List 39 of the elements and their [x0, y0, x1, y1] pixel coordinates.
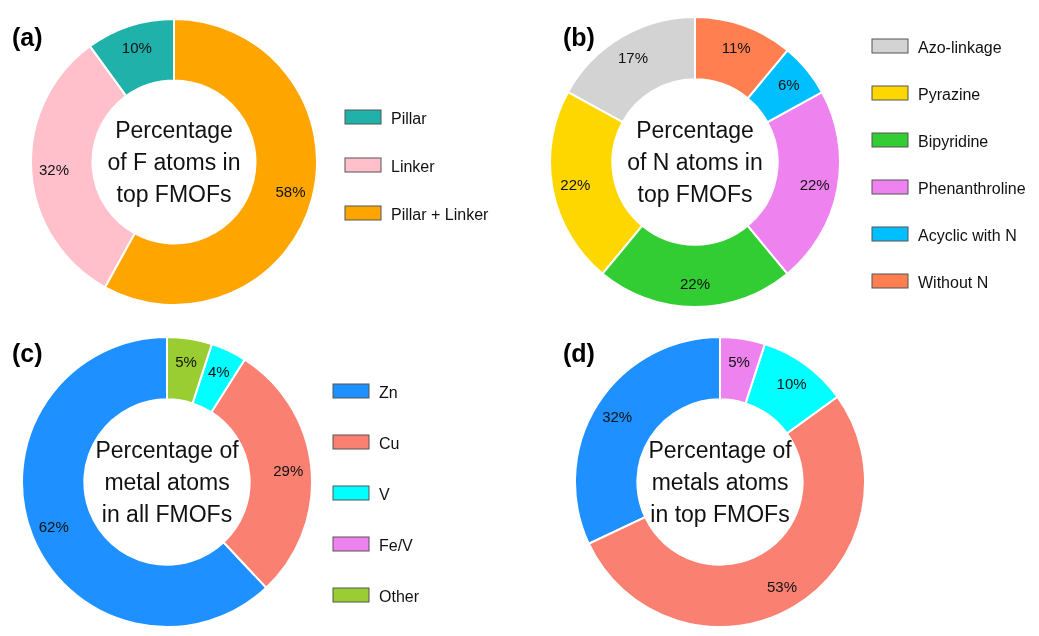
chart-title: (c)	[12, 339, 43, 367]
data-label: 10%	[776, 374, 807, 392]
data-label: 6%	[778, 75, 800, 93]
data-label: 17%	[617, 48, 648, 66]
legend-label: Bipyridine	[918, 132, 989, 150]
data-label: 22%	[560, 176, 591, 194]
data-label: 53%	[767, 578, 798, 596]
legend-label: Without N	[918, 273, 989, 291]
data-label: 58%	[275, 183, 306, 201]
data-label: 22%	[679, 275, 711, 293]
data-label: 32%	[602, 408, 633, 426]
chart-title: (a)	[12, 23, 43, 51]
data-label: 10%	[121, 39, 152, 57]
legend-label: V	[379, 485, 390, 503]
legend-label: Linker	[391, 157, 436, 175]
legend-label: Zn	[379, 383, 398, 401]
data-label: 11%	[721, 38, 751, 56]
legend-label: Other	[379, 587, 420, 605]
chart-title: (b)	[563, 23, 595, 51]
legend-label: Acyclic with N	[918, 226, 1017, 244]
legend-label: Pillar + Linker	[391, 205, 490, 223]
legend-label: Fe/V	[379, 536, 414, 554]
data-label: 32%	[38, 161, 69, 179]
data-label: 5%	[175, 353, 197, 371]
data-label: 62%	[38, 518, 69, 536]
legend-label: Cu	[379, 434, 400, 452]
legend-label: Pyrazine	[918, 85, 981, 103]
legend-label: Phenanthroline	[918, 179, 1026, 197]
data-label: 5%	[728, 353, 750, 371]
text: Percentage of F atoms in top FMOFs	[107, 117, 241, 207]
text: Percentage of metals atoms in top FMOFs	[648, 437, 793, 527]
text: Percentage of metal atoms in all FMOFs	[95, 437, 240, 527]
data-label: 29%	[273, 462, 304, 480]
data-label: 4%	[208, 363, 230, 381]
legend-label: Pillar	[391, 109, 428, 127]
chart-title: (d)	[563, 339, 595, 367]
legend-label: Azo-linkage	[918, 38, 1002, 56]
text: Percentage of N atoms in top FMOFs	[627, 117, 763, 207]
data-label: 22%	[799, 176, 830, 194]
